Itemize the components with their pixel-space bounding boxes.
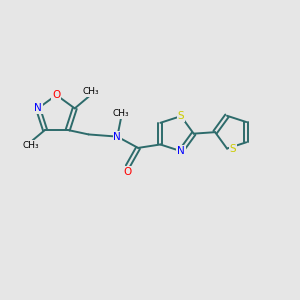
Text: N: N (34, 103, 42, 113)
Text: S: S (178, 111, 184, 121)
Text: CH₃: CH₃ (83, 87, 99, 96)
Text: S: S (230, 144, 236, 154)
Text: O: O (123, 167, 131, 177)
Text: O: O (52, 90, 61, 100)
Text: N: N (113, 132, 121, 142)
Text: CH₃: CH₃ (112, 109, 129, 118)
Text: CH₃: CH₃ (23, 141, 39, 150)
Text: N: N (177, 146, 185, 156)
